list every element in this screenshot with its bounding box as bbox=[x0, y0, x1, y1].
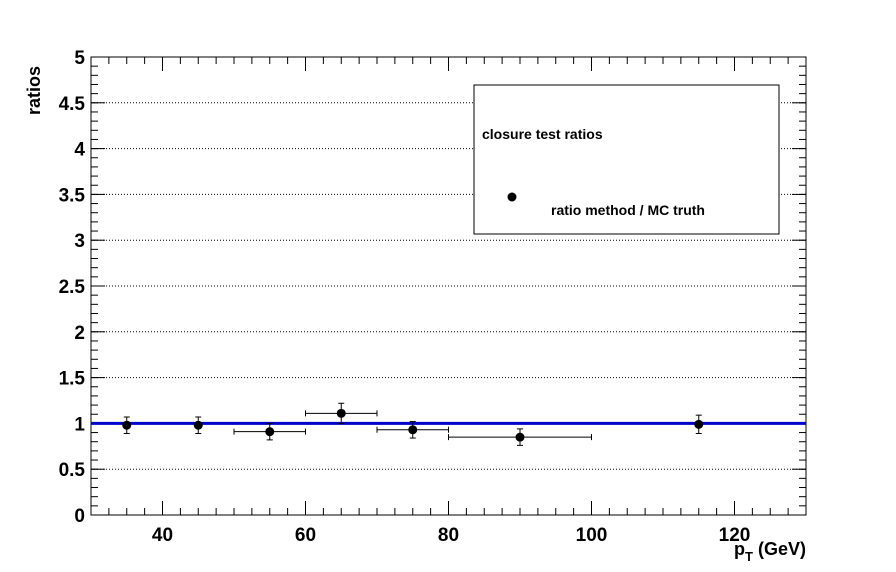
y-tick-label: 4.5 bbox=[59, 94, 86, 115]
data-point-group bbox=[233, 422, 306, 441]
data-point bbox=[193, 420, 203, 430]
data-point bbox=[515, 432, 525, 442]
data-point bbox=[408, 425, 418, 435]
x-tick-label: 100 bbox=[576, 525, 608, 546]
x-tick-label: 60 bbox=[295, 525, 316, 546]
y-tick-label: 3 bbox=[74, 231, 85, 252]
x-axis-title: pT (GeV) bbox=[734, 539, 806, 564]
x-axis-title-sub: T bbox=[745, 549, 753, 564]
x-tick-label: 120 bbox=[719, 525, 751, 546]
x-tick-label: 80 bbox=[438, 525, 459, 546]
data-point-group bbox=[305, 402, 378, 424]
y-tick-label: 2 bbox=[74, 323, 85, 344]
data-points bbox=[122, 402, 704, 446]
legend: closure test ratios ratio method / MC tr… bbox=[473, 84, 780, 235]
axis-ticks bbox=[90, 56, 807, 516]
data-point-group bbox=[193, 416, 203, 434]
plot-frame bbox=[90, 56, 807, 516]
y-tick-label: 1 bbox=[74, 414, 85, 435]
y-tick-label: 5 bbox=[74, 48, 85, 69]
data-point-group bbox=[376, 421, 449, 439]
data-point-group bbox=[122, 416, 132, 434]
data-point-group bbox=[694, 414, 704, 434]
legend-marker bbox=[507, 192, 517, 202]
y-tick-label: 4 bbox=[74, 140, 85, 161]
y-axis-title: ratios bbox=[24, 66, 44, 115]
y-tick-label: 3.5 bbox=[59, 185, 86, 206]
y-tick-label: 0 bbox=[74, 506, 85, 527]
x-axis-title-unit: (GeV) bbox=[753, 539, 806, 559]
legend-header: closure test ratios bbox=[482, 126, 603, 142]
y-tick-label: 2.5 bbox=[59, 277, 86, 298]
x-axis-title-main: p bbox=[734, 539, 745, 559]
y-tick-label: 1.5 bbox=[59, 369, 86, 390]
data-point bbox=[694, 419, 704, 429]
legend-box bbox=[473, 84, 780, 235]
x-tick-label: 40 bbox=[152, 525, 173, 546]
data-point bbox=[122, 420, 132, 430]
data-point-group bbox=[448, 428, 592, 446]
y-tick-label: 0.5 bbox=[59, 460, 86, 481]
x-tick-labels: 40 60 80 100 120 bbox=[152, 525, 750, 546]
data-point bbox=[336, 408, 346, 418]
data-point bbox=[265, 427, 275, 437]
y-tick-labels: 0 0.5 1 1.5 2 2.5 3 3.5 4 4.5 5 bbox=[59, 48, 86, 527]
legend-entry-label: ratio method / MC truth bbox=[551, 202, 705, 218]
